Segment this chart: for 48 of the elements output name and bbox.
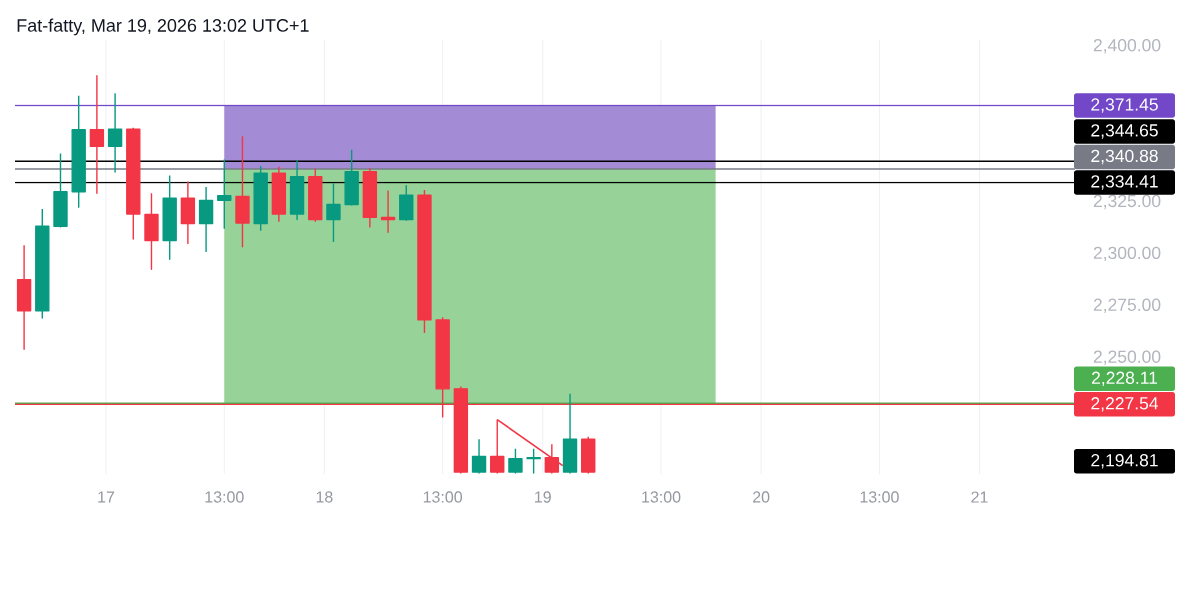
- ref-line-label: 2,227.54: [1091, 397, 1159, 412]
- candlestick: [362, 167, 378, 228]
- candlestick: [162, 174, 177, 260]
- x-tick-label: 13:00: [205, 491, 244, 503]
- x-tick-label: 21: [971, 491, 988, 503]
- candlestick: [562, 392, 578, 474]
- y-tick-label: 2,325.00: [1093, 194, 1161, 210]
- ref-line-label: 2,228.11: [1091, 371, 1158, 387]
- candlestick: [344, 148, 359, 206]
- candlestick: [89, 74, 105, 194]
- candlestick: [581, 436, 596, 474]
- candlestick: [107, 92, 123, 173]
- x-tick-label: 20: [753, 491, 770, 503]
- candlestick: [380, 189, 396, 233]
- chart-title: Fat-fatty, Mar 19, 2026 13:02 UTC+1: [17, 18, 309, 36]
- candlestick: [35, 208, 50, 319]
- candlestick: [126, 127, 141, 240]
- ref-line-label: 2,371.45: [1091, 98, 1158, 113]
- y-tick-label: 2,275.00: [1093, 298, 1161, 314]
- y-tick-label: 2,400.00: [1093, 39, 1161, 54]
- candlestick: [326, 182, 341, 243]
- ref-line-label: 2,334.41: [1091, 175, 1158, 190]
- x-tick-label: 13:00: [423, 491, 463, 503]
- text: 2,194.81: [1091, 454, 1158, 469]
- x-tick-label: 13:00: [860, 491, 899, 503]
- ref-line-label: 2,344.65: [1091, 124, 1158, 139]
- candlestick: [235, 135, 250, 248]
- candlestick: [53, 152, 68, 228]
- y-tick-label: 2,250.00: [1093, 350, 1161, 365]
- ref-line-label: 2,340.88: [1091, 149, 1158, 165]
- candlestick: [289, 159, 305, 221]
- candlestick: [198, 186, 214, 253]
- candlestick: [253, 165, 268, 231]
- candlestick: [271, 165, 287, 222]
- candlestick: [16, 244, 32, 350]
- candlestick: [180, 180, 196, 245]
- x-tick-label: 19: [535, 491, 551, 503]
- candlestick: [308, 168, 323, 222]
- candlestick: [508, 447, 523, 474]
- candlestick: [417, 189, 432, 334]
- candlestick: [471, 438, 487, 474]
- x-tick-label: 18: [316, 491, 333, 503]
- candlestick: [399, 184, 414, 221]
- x-tick-label: 17: [98, 491, 115, 503]
- candlestick: [144, 192, 159, 270]
- candlestick: [71, 94, 86, 208]
- x-tick-label: 13:00: [642, 491, 681, 503]
- y-tick-label: 2,300.00: [1093, 246, 1161, 262]
